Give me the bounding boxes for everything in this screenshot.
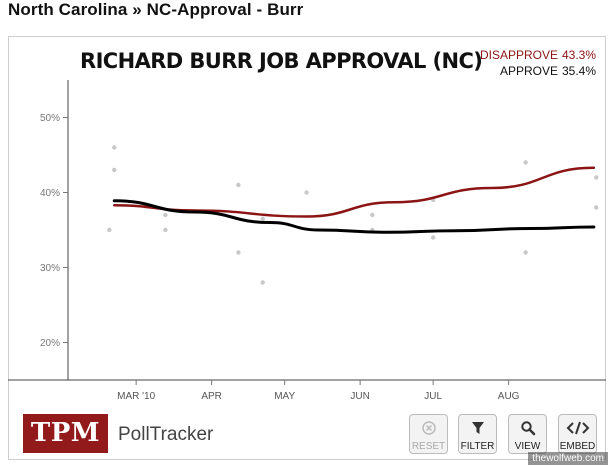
poll-point <box>163 227 168 233</box>
embed-button[interactable]: EMBED <box>558 414 597 454</box>
x-tick-label: JUL <box>424 391 442 402</box>
x-axis: MAR '10 APR MAY JUN JUL AUG <box>117 380 520 402</box>
legend-disapprove-value: 43.3% <box>562 48 596 62</box>
x-tick-label: MAR '10 <box>117 391 155 402</box>
series-line-approve <box>112 199 596 234</box>
legend-approve: APPROVE 35.4% <box>500 64 596 78</box>
y-tick-label: 20% <box>40 338 60 349</box>
poll-point <box>260 280 265 285</box>
poll-point <box>107 227 112 233</box>
x-tick-label: MAY <box>274 391 295 402</box>
poll-point <box>523 250 528 255</box>
poll-point <box>236 250 241 255</box>
poll-point <box>594 175 599 180</box>
poll-point <box>370 212 375 218</box>
poll-point <box>112 167 117 173</box>
reset-button[interactable]: RESET <box>409 414 448 454</box>
y-axis: 20% 30% 40% 50% <box>40 113 68 349</box>
x-tick-label: APR <box>201 391 222 402</box>
y-tick-label: 40% <box>40 188 60 199</box>
legend-disapprove-label: DISAPPROVE <box>480 48 558 62</box>
poll-point <box>163 212 168 218</box>
poll-point <box>523 160 528 165</box>
chart-frame <box>8 36 606 460</box>
poll-point <box>236 182 241 188</box>
embed-label: EMBED <box>559 441 596 452</box>
magnifier-icon <box>509 420 546 440</box>
polltracker-label: PollTracker <box>118 424 214 445</box>
x-tick-label: JUN <box>350 391 369 402</box>
poll-point <box>304 190 309 195</box>
poll-point <box>260 216 265 221</box>
legend-disapprove: DISAPPROVE 43.3% <box>480 48 596 62</box>
reset-icon <box>410 420 447 440</box>
filter-icon <box>459 420 496 440</box>
page-title: North Carolina » NC-Approval - Burr <box>8 0 304 19</box>
view-button[interactable]: VIEW <box>508 414 547 454</box>
reset-label: RESET <box>411 441 446 452</box>
chart-title: RICHARD BURR JOB APPROVAL (NC) <box>80 49 482 73</box>
poll-point <box>430 235 436 240</box>
filter-button[interactable]: FILTER <box>458 414 497 454</box>
watermark: thewolfweb.com <box>528 452 608 465</box>
legend-approve-value: 35.4% <box>562 64 596 78</box>
y-tick-label: 30% <box>40 263 60 274</box>
poll-point <box>112 145 117 150</box>
y-tick-label: 50% <box>40 113 60 124</box>
legend-approve-label: APPROVE <box>500 64 558 78</box>
view-label: VIEW <box>514 441 541 452</box>
trend-lines <box>112 166 596 234</box>
tpm-logo[interactable]: TPM <box>23 414 108 453</box>
x-tick-label: AUG <box>498 391 520 402</box>
poll-points <box>107 145 599 285</box>
poll-point <box>594 205 599 210</box>
filter-label: FILTER <box>460 441 495 452</box>
series-line-disapprove <box>113 166 596 218</box>
code-icon <box>559 420 596 440</box>
